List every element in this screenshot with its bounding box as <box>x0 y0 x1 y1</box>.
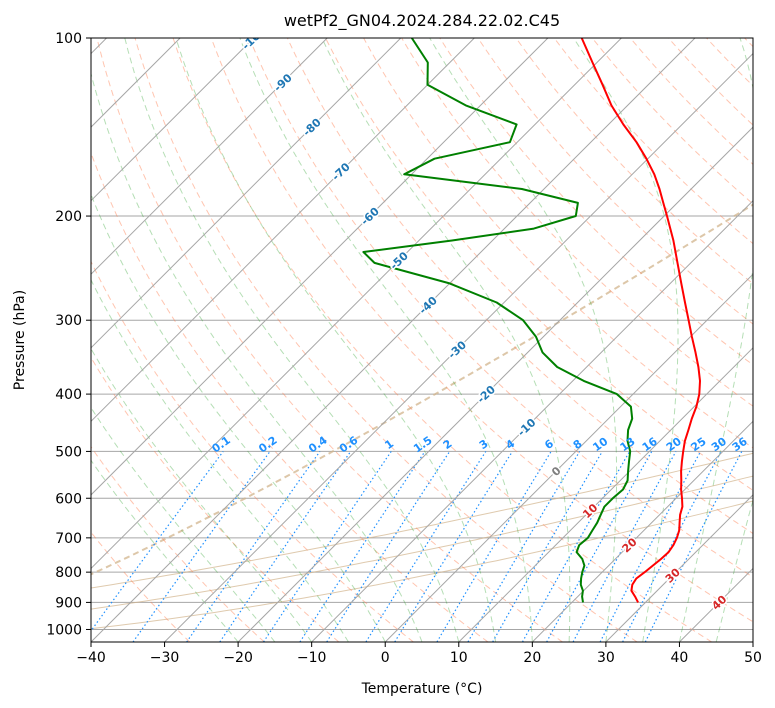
moist-adiabat <box>91 193 386 642</box>
mixing-ratio-line <box>644 451 743 642</box>
dry-adiabats <box>91 38 753 642</box>
skewed-isotherms <box>91 38 753 642</box>
y-tick-label: 100 <box>55 31 82 47</box>
mixing-ratio-line <box>299 451 426 642</box>
x-tick-label: −40 <box>76 650 106 666</box>
isotherm-line <box>531 420 753 642</box>
x-tick-label: 10 <box>450 650 468 666</box>
y-tick-label: 200 <box>55 209 82 225</box>
isotherm-line <box>605 494 753 642</box>
dry-adiabat <box>248 38 753 578</box>
x-tick-label: 0 <box>381 650 390 666</box>
mixing-ratio-line <box>186 451 321 642</box>
isotherm-line <box>164 52 753 642</box>
x-tick-label: 20 <box>523 650 541 666</box>
reference-arc <box>91 500 753 630</box>
dry-adiabat <box>515 38 753 285</box>
mixing-ratio-line <box>546 451 653 642</box>
mixing-ratio-lines <box>91 451 743 642</box>
moist-adiabat <box>573 38 679 642</box>
moist-adiabat <box>175 38 497 642</box>
isotherm-line <box>237 126 753 642</box>
reference-arcs <box>91 203 753 630</box>
isotherm-line <box>91 38 402 349</box>
x-tick-label: 30 <box>597 650 615 666</box>
moist-adiabat <box>239 38 533 642</box>
isotherm-line <box>384 273 753 642</box>
moist-adiabat <box>91 406 276 642</box>
moist-adiabat <box>678 38 753 642</box>
dry-adiabat <box>286 38 753 535</box>
mixing-ratio-line <box>263 451 392 642</box>
y-tick-label: 500 <box>55 444 82 460</box>
reference-arc <box>91 475 753 610</box>
y-axis-label: Pressure (hPa) <box>12 290 28 390</box>
plot-frame <box>90 37 754 643</box>
isotherm-line <box>458 347 753 642</box>
pressure-gridlines <box>91 38 753 630</box>
mixing-ratio-line <box>572 451 677 642</box>
chart-title: wetPf2_GN04.2024.284.22.02.C45 <box>284 11 560 31</box>
y-tick-label: 400 <box>55 387 82 403</box>
x-axis: −40 −30 −20 −10 0 10 20 30 40 50 <box>76 642 762 666</box>
reference-arc <box>91 452 753 589</box>
dewpoint-profile-line <box>362 38 634 603</box>
y-axis: 100 200 300 400 500 600 700 800 900 1000 <box>46 31 91 638</box>
moist-adiabat <box>321 38 571 642</box>
dry-adiabat <box>325 38 753 491</box>
mixing-ratio-line <box>521 451 631 642</box>
mixing-ratio-line <box>91 451 224 632</box>
profile-series <box>362 38 701 603</box>
y-tick-label: 600 <box>55 491 82 507</box>
y-tick-label: 800 <box>55 565 82 581</box>
dry-adiabat <box>91 356 340 642</box>
mixing-ratio-line <box>326 451 451 642</box>
moist-adiabat <box>124 38 460 642</box>
moist-adiabat <box>91 71 423 642</box>
moist-adiabat <box>91 459 239 642</box>
dry-adiabat <box>172 38 713 642</box>
isotherm-line <box>91 38 328 275</box>
y-tick-label: 700 <box>55 531 82 547</box>
x-tick-label: −10 <box>297 650 327 666</box>
x-axis-label: Temperature (°C) <box>361 681 483 697</box>
x-tick-label: −20 <box>223 650 253 666</box>
moist-adiabat <box>715 498 753 642</box>
temperature-profile-line <box>580 38 701 603</box>
isotherm-line <box>91 38 549 496</box>
isotherm-line <box>311 199 753 642</box>
dry-adiabat <box>91 445 265 642</box>
dry-adiabat <box>134 38 638 642</box>
moist-adiabat <box>91 278 349 642</box>
moist-adiabat <box>429 38 618 642</box>
x-tick-label: −30 <box>150 650 180 666</box>
x-tick-label: 40 <box>671 650 689 666</box>
isotherm-line <box>91 38 255 202</box>
mixing-ratio-line <box>394 451 513 642</box>
isotherm-line <box>91 38 696 642</box>
reference-arc-bold <box>91 203 753 576</box>
dry-adiabat <box>96 38 563 642</box>
x-tick-label: 50 <box>744 650 762 666</box>
y-tick-label: 300 <box>55 313 82 329</box>
y-tick-label: 1000 <box>46 622 82 638</box>
dry-adiabat <box>210 38 753 623</box>
y-tick-label: 900 <box>55 595 82 611</box>
isotherm-line <box>91 38 475 423</box>
mixing-ratio-line <box>219 451 352 642</box>
dry-adiabat <box>91 260 414 642</box>
isotherm-line <box>91 38 622 570</box>
